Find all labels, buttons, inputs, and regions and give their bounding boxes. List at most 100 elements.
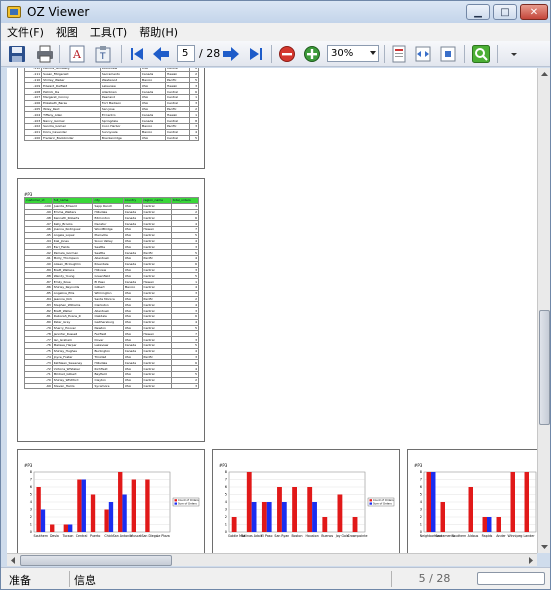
bar-series-b [122,494,127,532]
y-tick-label: 7 [420,478,422,482]
bar-series-b [81,479,86,532]
table-cell: 3 [189,122,199,130]
x-tick-label: Goldie Mat [228,534,246,538]
bar-series-a [482,517,487,532]
table-cell: 4 [170,220,200,227]
first-page-button[interactable] [127,44,147,64]
title-bar[interactable]: OZ Viewer ▁ □ ✕ [1,1,550,23]
table-row: -98 Kenneth_Roberts Edmonton Canada Central 6 [24,214,200,222]
document-viewport[interactable]: -112 Patricia_Goldberg Woodview USA Central 8… [7,68,537,553]
table-cell: 5 [189,134,199,142]
progress-bar [477,572,545,585]
bar-series-b [312,502,317,532]
print-button[interactable] [35,44,55,64]
menu-file[interactable]: 文件(F) [7,26,44,39]
save-button[interactable] [7,44,27,64]
horizontal-scrollbar[interactable] [7,553,537,566]
export-button[interactable]: T [93,44,113,64]
legend-label: Count of Orders [178,498,199,502]
legend-label: Sum of Orders [373,501,392,505]
legend-swatch [174,499,177,502]
bar-series-a [510,472,515,532]
scroll-down-icon[interactable] [539,541,550,552]
table-cell: USA [122,382,143,390]
fit-width-button[interactable] [413,44,433,64]
orders-table: customer_id full_name city country region_na… [24,197,200,390]
scroll-up-icon[interactable] [539,69,550,80]
table-row: -71 Mildred_Gilbert Bayfield USA Central 5 [24,370,200,378]
maximize-icon: □ [500,6,510,18]
menu-tools[interactable]: 工具(T) [89,26,128,39]
y-tick-label: 6 [30,485,32,489]
x-tick-label: Rapids [482,534,493,538]
bar-series-a [131,479,136,532]
search-icon [472,45,490,63]
zoom-out-button[interactable] [277,44,297,64]
bar-series-a [524,472,529,532]
toolbar-overflow-button[interactable] [504,44,524,64]
search-button[interactable] [471,44,491,64]
x-tick-label: Winnipeg [508,534,523,538]
vertical-scroll-thumb[interactable] [539,310,550,425]
bar-series-b [68,524,73,532]
y-tick-label: 4 [225,500,228,504]
vertical-scrollbar[interactable] [537,68,550,553]
fit-page-button[interactable] [438,44,458,64]
table-row: -89 Brett_Wallace Hillview USA Central 3 [24,266,200,274]
close-button[interactable]: ✕ [520,4,548,20]
status-info: 信息 [69,571,389,587]
y-tick-label: 6 [225,485,227,489]
y-tick-label: 5 [225,493,227,497]
legend-box [367,497,395,507]
x-tick-label: San Diego [141,534,157,538]
arrow-right-icon [223,47,239,61]
last-page-button[interactable] [246,44,266,64]
x-tick-label: Ander [496,534,506,538]
table-cell: Steven_Harris [51,382,94,390]
x-tick-label: San Antonio [113,534,132,538]
zoom-in-icon [304,46,320,62]
menu-view[interactable]: 视图 [55,26,78,39]
chart-page-2: #P3 0 1 2 3 4 5 6 7 8 Goldie Mat Salinas Adair El P… [212,449,400,553]
table-cell: 3 [170,202,200,210]
page-number-input[interactable]: 5 [177,45,195,62]
page-total-label: / 28 [199,47,221,60]
zoom-in-button[interactable] [302,44,322,64]
single-page-button[interactable] [389,44,409,64]
menu-help[interactable]: 帮助(H) [139,26,179,39]
bar-series-a [36,487,41,532]
bar-series-a [440,502,445,532]
scroll-left-icon[interactable] [8,555,19,566]
y-tick-label: 8 [30,470,32,474]
y-tick-label: 2 [30,515,32,519]
bar-series-a [118,472,123,532]
table-row: -108 Patrick_Ibs Allentown Canada Central 6 [23,88,199,95]
minimize-button[interactable]: ▁ [466,4,490,20]
maximize-button[interactable]: □ [493,4,517,20]
y-tick-label: 1 [225,523,227,527]
scroll-right-icon[interactable] [525,555,536,566]
chart-1-page-label: #P3 [24,463,33,468]
text-button[interactable]: A [67,44,87,64]
table-cell: Plainville [92,231,124,239]
table-header-row: customer_id full_name city country region_na… [24,197,200,204]
table-row: -93 Earl_Fields Seattle USA Central 3 [24,243,200,251]
table-cell: Seattle [92,243,124,251]
table-cell: -100 [23,134,43,142]
report-page-current: #P3 customer_id full_name city country regio… [17,178,205,442]
y-tick-label: 4 [30,500,33,504]
page-label: #P3 [24,192,33,197]
table-cell: -101 [23,128,43,136]
x-tick-label: Puerto [90,534,100,538]
fit-page-icon [440,46,456,62]
next-page-button[interactable] [221,44,241,64]
first-page-icon [131,48,143,60]
menu-bar: 文件(F) 视图 工具(T) 帮助(H) [1,23,550,41]
previous-page-button[interactable] [151,44,171,64]
page-layout-icon [392,45,406,63]
table-cell: USA [139,134,167,142]
text-document-icon: A [69,45,85,63]
horizontal-scroll-thumb[interactable] [20,555,172,566]
toolbar: A T 5 / 28 30% [1,41,550,67]
zoom-select[interactable]: 30% [327,45,379,62]
